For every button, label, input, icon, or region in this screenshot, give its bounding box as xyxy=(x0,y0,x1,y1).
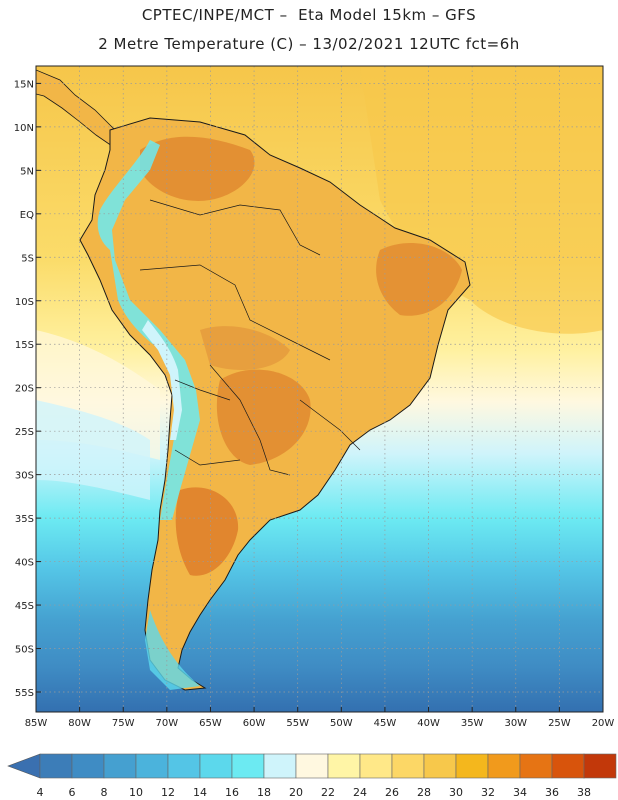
lon-label: 30W xyxy=(504,718,527,729)
lat-label: 55S xyxy=(15,688,34,699)
lon-label: 55W xyxy=(286,718,309,729)
lon-label: 80W xyxy=(68,718,91,729)
colorbar-tick-label: 6 xyxy=(69,786,76,799)
lat-label: 5N xyxy=(20,166,34,177)
colorbar-tick-label: 12 xyxy=(161,786,175,799)
colorbar-tick-label: 10 xyxy=(129,786,143,799)
colorbar-swatch xyxy=(519,753,553,779)
lat-label: 30S xyxy=(15,471,34,482)
lon-label: 85W xyxy=(25,718,48,729)
colorbar-swatch xyxy=(199,753,233,779)
lat-label: 15S xyxy=(15,340,34,351)
lon-label: 75W xyxy=(112,718,135,729)
colorbar-tick-label: 38 xyxy=(577,786,591,799)
lon-label: 20W xyxy=(592,718,615,729)
lat-label: 35S xyxy=(15,514,34,525)
lon-label: 70W xyxy=(156,718,179,729)
lat-label: 15N xyxy=(14,79,34,90)
colorbar-tick-label: 32 xyxy=(481,786,495,799)
colorbar-tick-label: 18 xyxy=(257,786,271,799)
colorbar-swatch xyxy=(263,753,297,779)
lat-label: 10S xyxy=(15,297,34,308)
lat-label: 10N xyxy=(14,123,34,134)
chart-title-line2: 2 Metre Temperature (C) – 13/02/2021 12U… xyxy=(98,35,520,53)
colorbar-tick-label: 30 xyxy=(449,786,463,799)
colorbar-tick-label: 4 xyxy=(37,786,44,799)
hot-area-chaco xyxy=(216,369,311,465)
colorbar-swatch xyxy=(455,753,489,779)
colorbar-swatch xyxy=(327,753,361,779)
colorbar-swatch xyxy=(39,753,73,779)
colorbar-swatch xyxy=(71,753,105,779)
colorbar-tick-label: 16 xyxy=(225,786,239,799)
colorbar-tick-label: 26 xyxy=(385,786,399,799)
lat-label: 25S xyxy=(15,427,34,438)
lon-label: 40W xyxy=(417,718,440,729)
colorbar-swatch xyxy=(135,753,169,779)
colorbar-tick-label: 24 xyxy=(353,786,367,799)
lon-label: 50W xyxy=(330,718,353,729)
colorbar-tick-label: 22 xyxy=(321,786,335,799)
lat-label: 40S xyxy=(15,558,34,569)
colorbar-tick-label: 20 xyxy=(289,786,303,799)
lon-label: 45W xyxy=(374,718,397,729)
colorbar-swatch xyxy=(231,753,265,779)
colorbar-swatch xyxy=(583,753,617,779)
pacific-cooler-area xyxy=(36,400,150,500)
chart-title-line1: CPTEC/INPE/MCT – Eta Model 15km – GFS xyxy=(141,6,477,24)
lat-lon-gridlines xyxy=(36,66,603,712)
warm-atlantic-band xyxy=(360,66,603,334)
country-boundaries xyxy=(139,199,361,476)
lon-label: 25W xyxy=(548,718,571,729)
colorbar-swatch xyxy=(391,753,425,779)
hot-area-north xyxy=(140,136,255,201)
lat-label: EQ xyxy=(20,210,34,221)
colorbar-swatch xyxy=(295,753,329,779)
colorbar-left-arrow xyxy=(7,753,41,779)
lat-label: 5S xyxy=(21,253,34,264)
colorbar-tick-label: 14 xyxy=(193,786,207,799)
map-frame xyxy=(35,65,604,713)
patagonia-cool-tip xyxy=(145,610,200,690)
colorbar-swatch xyxy=(487,753,521,779)
colorbar-swatch xyxy=(359,753,393,779)
colorbar-swatch xyxy=(551,753,585,779)
hot-area-center xyxy=(200,326,290,370)
lat-label: 20S xyxy=(15,384,34,395)
colorbar: 4 6 8 10 12 14 16 18 20 22 24 26 28 30 32 34 36 38 xyxy=(7,753,617,799)
colorbar-swatch xyxy=(167,753,201,779)
colorbar-swatch xyxy=(423,753,457,779)
lon-label: 65W xyxy=(199,718,222,729)
lat-label: 45S xyxy=(15,601,34,612)
colorbar-swatch xyxy=(103,753,137,779)
latitude-labels: 15N 10N 5N EQ 5S 10S 15S 20S 25S 30S 35S 40S 45S 50S 5… xyxy=(14,79,41,699)
lat-label: 50S xyxy=(15,645,34,656)
colorbar-tick-label: 36 xyxy=(545,786,559,799)
hot-area-pampa xyxy=(175,487,239,576)
colorbar-tick-label: 28 xyxy=(417,786,431,799)
hot-area-northeast xyxy=(376,242,462,316)
lon-label: 60W xyxy=(243,718,266,729)
lon-label: 35W xyxy=(461,718,484,729)
longitude-labels: 85W 80W 75W 70W 65W 60W 55W 50W 45W 40W 35W 30W 25W 2… xyxy=(25,707,615,729)
colorbar-tick-label: 34 xyxy=(513,786,527,799)
colorbar-tick-label: 8 xyxy=(101,786,108,799)
